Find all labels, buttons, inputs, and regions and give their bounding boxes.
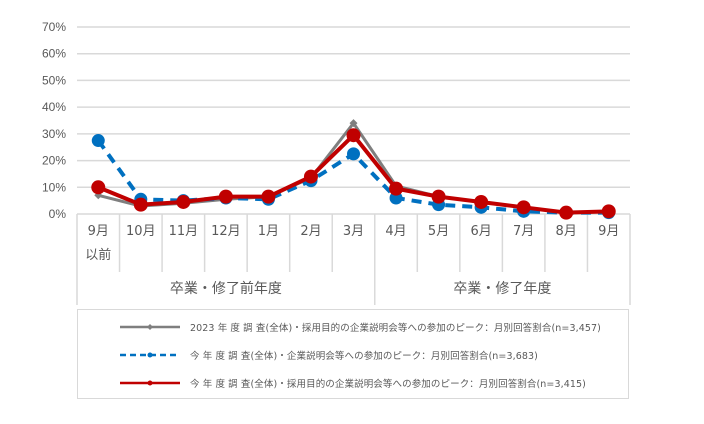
data-point-marker <box>601 204 616 219</box>
x-group-label: 卒業・修了年度 <box>453 281 551 297</box>
x-tick-label: 12月 <box>211 224 241 239</box>
legend-item-2023-survey: 2023 年 度 調 査(全体)・採用目的の企業説明会等への参加のピーク：月別回… <box>118 320 601 334</box>
data-point-marker <box>176 194 191 209</box>
chart-legend: 2023 年 度 調 査(全体)・採用目的の企業説明会等への参加のピーク：月別回… <box>77 309 629 399</box>
data-series <box>91 119 616 220</box>
x-tick-label: 4月 <box>385 224 406 239</box>
red-line-swatch-icon <box>120 380 180 386</box>
x-tick-label: 5月 <box>428 224 449 239</box>
blue-dashed-swatch-icon <box>120 352 180 358</box>
x-tick-label: 7月 <box>513 224 534 239</box>
data-point-marker <box>91 134 105 148</box>
x-tick-label: 10月 <box>126 224 156 239</box>
x-group-label: 卒業・修了前年度 <box>170 280 282 297</box>
x-tick-label: 8月 <box>556 224 577 239</box>
y-tick-label: 0% <box>49 207 67 221</box>
y-tick-label: 60% <box>42 47 66 61</box>
data-point-marker <box>516 200 531 215</box>
data-point-marker <box>346 128 361 143</box>
x-tick-label: 11月 <box>169 224 199 239</box>
x-tick-label: 以前 <box>85 247 111 263</box>
x-tick-label: 9月 <box>598 224 619 239</box>
data-point-marker <box>303 169 318 184</box>
data-point-marker <box>133 197 148 212</box>
data-point-marker <box>559 205 574 220</box>
data-point-marker <box>474 194 489 209</box>
data-point-marker <box>218 189 233 204</box>
y-tick-label: 30% <box>42 127 66 141</box>
x-tick-label: 1月 <box>258 224 279 239</box>
y-tick-label: 20% <box>42 154 66 168</box>
legend-label: 2023 年 度 調 査(全体)・採用目的の企業説明会等への参加のピーク：月別回… <box>190 323 601 334</box>
x-tick-label: 2月 <box>300 224 321 239</box>
y-axis-ticks: 0% 10% 20% 30% 40% 50% 60% 70% <box>42 20 66 221</box>
legend-label: 今 年 度 調 査(全体)・企業説明会等への参加のピーク：月別回答割合(n=3,… <box>190 351 538 362</box>
data-point-marker <box>431 189 446 204</box>
x-tick-label: 9月 <box>88 224 109 239</box>
data-point-marker <box>261 189 276 204</box>
legend-label: 今 年 度 調 査(全体)・採用目的の企業説明会等への参加のピーク：月別回答割合… <box>190 379 586 390</box>
legend-item-this-year-recruit: 今 年 度 調 査(全体)・採用目的の企業説明会等への参加のピーク：月別回答割合… <box>118 376 586 390</box>
legend-item-this-year-all: 今 年 度 調 査(全体)・企業説明会等への参加のピーク：月別回答割合(n=3,… <box>118 348 538 362</box>
data-point-marker <box>347 147 360 161</box>
x-tick-label: 3月 <box>343 224 364 239</box>
data-point-marker <box>389 181 404 196</box>
y-tick-label: 70% <box>42 20 66 34</box>
gray-line-swatch-icon <box>120 324 180 330</box>
series-line <box>97 133 609 215</box>
y-tick-label: 50% <box>42 73 66 87</box>
data-point-marker <box>91 180 106 195</box>
y-tick-label: 40% <box>42 100 66 114</box>
gridlines <box>77 26 630 189</box>
y-tick-label: 10% <box>42 180 66 194</box>
data-point-marker <box>349 119 358 128</box>
x-tick-label: 6月 <box>470 224 491 239</box>
